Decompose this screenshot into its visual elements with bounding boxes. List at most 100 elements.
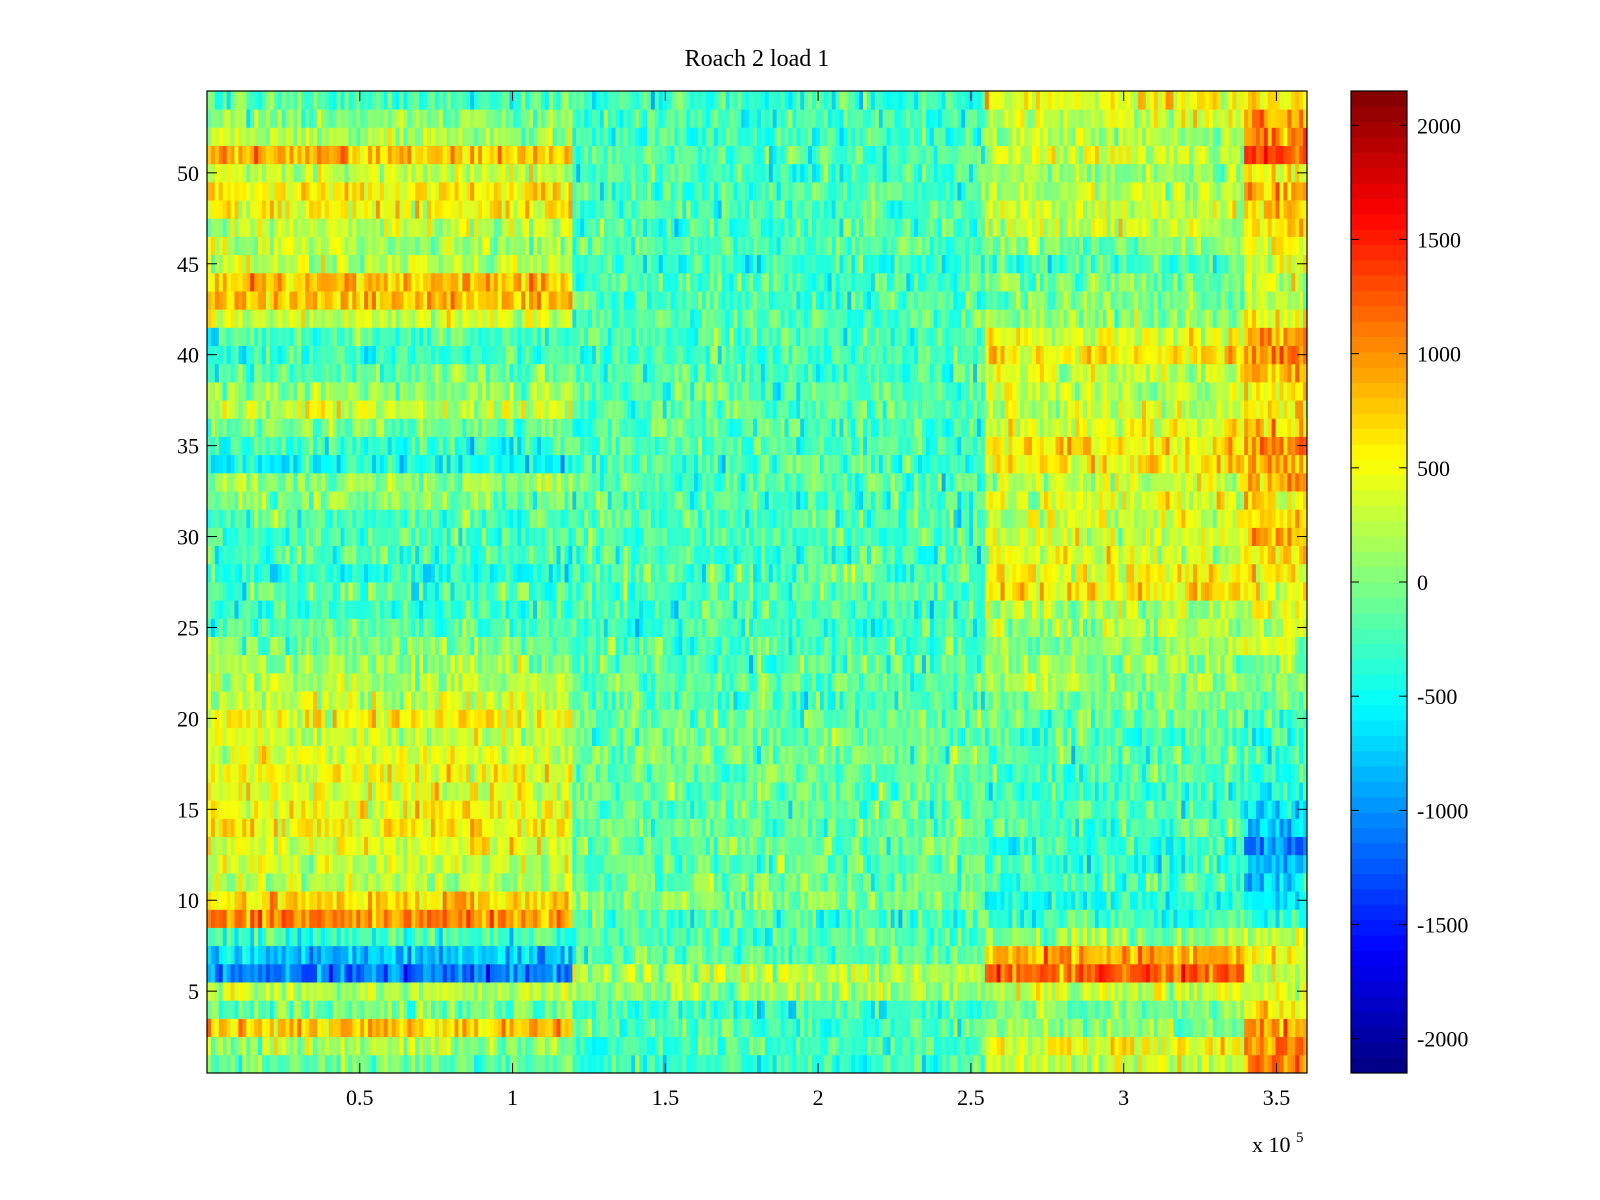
heatmap-cell: [603, 763, 609, 783]
heatmap-cell: [332, 891, 338, 910]
heatmap-cell: [890, 1054, 896, 1073]
heatmap-cell: [694, 1018, 699, 1038]
heatmap-cell: [305, 1018, 310, 1038]
heatmap-cell: [478, 1018, 483, 1038]
heatmap-cell: [914, 963, 919, 983]
heatmap-cell: [222, 945, 228, 965]
heatmap-cell: [474, 1036, 479, 1056]
heatmap-cell: [1157, 891, 1163, 910]
heatmap-cell: [1028, 800, 1033, 819]
heatmap-cell: [1204, 818, 1210, 837]
heatmap-cell: [556, 1000, 562, 1019]
heatmap-cell: [568, 818, 573, 837]
heatmap-cell: [1145, 800, 1151, 819]
heatmap-cell: [784, 945, 790, 965]
heatmap-cell: [643, 1036, 648, 1056]
heatmap-cell: [941, 1000, 947, 1019]
heatmap-cell: [914, 836, 919, 856]
heatmap-cell: [1173, 1000, 1178, 1019]
heatmap-cell: [1106, 982, 1112, 1001]
heatmap-cell: [859, 800, 864, 819]
heatmap-cell: [1248, 1036, 1253, 1056]
heatmap-cell: [1035, 1018, 1041, 1038]
heatmap-cell: [898, 1036, 903, 1056]
heatmap-cell: [658, 1054, 664, 1073]
heatmap-cell: [741, 1054, 746, 1073]
heatmap-cell: [977, 818, 982, 837]
heatmap-cell: [658, 1018, 664, 1038]
heatmap-cell: [273, 1018, 279, 1038]
heatmap-cell: [285, 745, 291, 765]
heatmap-cell: [497, 909, 503, 928]
heatmap-cell: [812, 782, 817, 801]
heatmap-cell: [694, 763, 699, 783]
heatmap-cell: [929, 909, 935, 928]
heatmap-cell: [984, 945, 990, 965]
heatmap-cell: [788, 745, 793, 765]
heatmap-cell: [564, 782, 570, 801]
heatmap-cell: [721, 927, 727, 947]
heatmap-cell: [533, 982, 538, 1001]
heatmap-cell: [1130, 1000, 1135, 1019]
heatmap-cell: [870, 1000, 876, 1019]
heatmap-cell: [1004, 982, 1010, 1001]
heatmap-cell: [804, 763, 809, 783]
heatmap-cell: [1149, 909, 1155, 928]
heatmap-cell: [470, 1036, 475, 1056]
heatmap-cell: [1067, 945, 1072, 965]
heatmap-cell: [666, 982, 672, 1001]
heatmap-cell: [576, 745, 581, 765]
heatmap-cell: [1079, 982, 1084, 1001]
heatmap-cell: [517, 1036, 522, 1056]
heatmap-cell: [910, 745, 915, 765]
heatmap-cell: [851, 836, 856, 856]
heatmap-cell: [592, 963, 597, 983]
heatmap-cell: [1287, 1054, 1292, 1073]
heatmap-cell: [222, 745, 228, 765]
heatmap-cell: [627, 818, 632, 837]
heatmap-cell: [434, 891, 440, 910]
heatmap-cell: [894, 872, 900, 892]
heatmap-cell: [478, 836, 483, 856]
heatmap-cell: [1106, 1000, 1112, 1019]
heatmap-cell: [552, 782, 558, 801]
heatmap-cell: [258, 854, 263, 874]
heatmap-cell: [320, 1036, 326, 1056]
heatmap-cell: [753, 982, 758, 1001]
heatmap-cell: [643, 836, 648, 856]
heatmap-cell: [277, 891, 283, 910]
heatmap-cell: [768, 963, 774, 983]
heatmap-cell: [1291, 782, 1296, 801]
heatmap-cell: [843, 963, 848, 983]
heatmap-cell: [262, 909, 267, 928]
heatmap-cell: [411, 836, 416, 856]
heatmap-cell: [1024, 745, 1029, 765]
heatmap-cell: [246, 782, 251, 801]
heatmap-cell: [969, 963, 974, 983]
heatmap-cell: [234, 745, 240, 765]
heatmap-cell: [466, 800, 471, 819]
heatmap-cell: [529, 945, 534, 965]
heatmap-cell: [760, 1036, 766, 1056]
heatmap-cell: [1267, 800, 1273, 819]
heatmap-cell: [1157, 927, 1163, 947]
heatmap-cell: [957, 1054, 962, 1073]
heatmap-cell: [1145, 909, 1151, 928]
heatmap-cell: [379, 854, 385, 874]
heatmap-cell: [702, 800, 707, 819]
heatmap-cell: [497, 872, 503, 892]
heatmap-cell: [945, 782, 951, 801]
heatmap-cell: [1212, 1036, 1218, 1056]
heatmap-cell: [690, 891, 695, 910]
heatmap-cell: [1283, 1018, 1288, 1038]
heatmap-cell: [1275, 800, 1281, 819]
heatmap-cell: [265, 818, 271, 837]
heatmap-cell: [1240, 1036, 1245, 1056]
heatmap-cell: [1185, 872, 1190, 892]
heatmap-cell: [678, 763, 683, 783]
heatmap-cell: [478, 782, 483, 801]
heatmap-cell: [1220, 945, 1226, 965]
heatmap-cell: [564, 1036, 570, 1056]
heatmap-cell: [1122, 891, 1127, 910]
